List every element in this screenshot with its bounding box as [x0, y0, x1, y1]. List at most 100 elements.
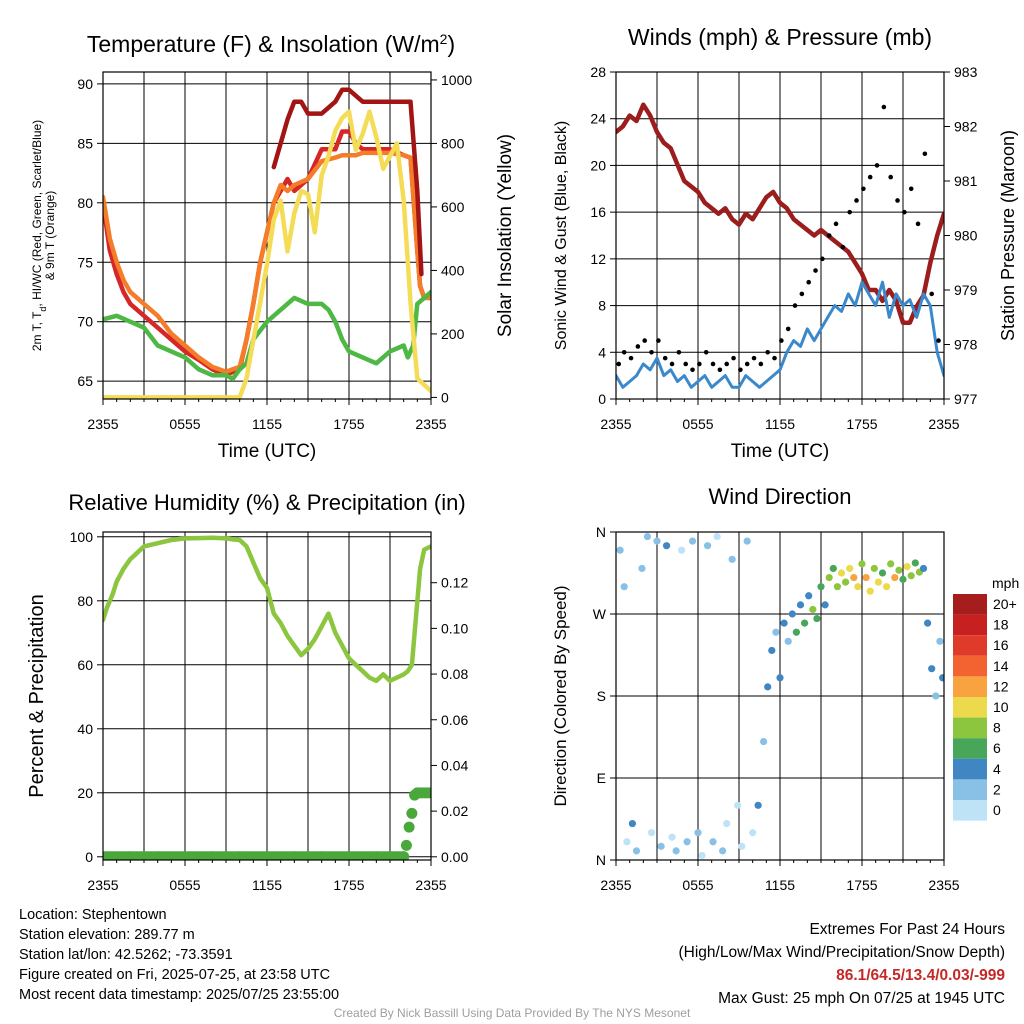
plot-area	[616, 102, 944, 389]
station-latlon: Station lat/lon: 42.5262; -73.3591	[19, 947, 233, 963]
data-point-gust	[683, 361, 688, 367]
y-label-sub: d	[38, 307, 48, 312]
data-point-gust	[895, 198, 900, 203]
legend-label: 0	[993, 802, 1001, 818]
direction-point	[862, 573, 870, 582]
x-tick-label: 2355	[87, 416, 118, 432]
data-point-gust	[799, 291, 805, 297]
y2-axis-label-insolation: Solar Insolation (Yellow)	[495, 134, 516, 337]
data-point-gust	[765, 349, 770, 355]
y-tick-label: 0	[85, 849, 93, 865]
legend-label: 16	[993, 637, 1009, 653]
y2-tick-label: 200	[441, 326, 465, 342]
chart-panel-0: 65 70 75 80 85 90 0 200 400 600 800 1000 2355 0555 115…	[77, 31, 472, 462]
data-point-gust	[697, 361, 702, 367]
chart-title-main: Temperature (F) & Insolation (W/m	[87, 31, 440, 57]
direction-point	[694, 829, 702, 837]
x-axis-label: Time (UTC)	[218, 441, 317, 462]
data-point-gust	[703, 349, 709, 355]
direction-point	[776, 674, 784, 682]
direction-point	[678, 546, 686, 554]
data-point-gust	[635, 344, 641, 349]
y-tick-label: 75	[77, 254, 93, 270]
legend-swatch	[953, 697, 987, 718]
data-point-gust	[779, 338, 784, 343]
plot-frame	[102, 531, 432, 861]
direction-point	[657, 842, 665, 850]
direction-point	[939, 674, 944, 682]
direction-point	[928, 665, 936, 673]
station-info: Location: Stephentown Station elevation:…	[19, 905, 339, 1005]
data-point-gust	[806, 279, 811, 285]
direction-point	[643, 532, 652, 541]
direction-point	[668, 833, 676, 841]
data-point-gust	[854, 198, 859, 203]
data-point-gust	[881, 104, 887, 110]
legend-swatch	[953, 635, 987, 656]
x-tick-label: 0555	[682, 416, 713, 432]
y-tick-label: 90	[77, 76, 93, 92]
direction-point	[850, 573, 858, 582]
legend-label: 12	[993, 678, 1009, 694]
direction-point	[638, 564, 646, 573]
direction-point	[870, 564, 878, 573]
data-point-gust	[649, 349, 654, 355]
direction-point	[854, 583, 862, 591]
data-point-gust	[840, 244, 846, 250]
chart-title: Temperature (F) & Insolation (W/m2)	[87, 31, 455, 57]
direction-point	[713, 532, 721, 541]
direction-point	[653, 537, 661, 545]
y2-tick-label: 0.12	[441, 575, 468, 591]
series-line-relative-humidity	[103, 535, 431, 684]
direction-point	[809, 605, 817, 614]
extremes-values: 86.1/64.5/13.4/0.03/-999	[836, 967, 1005, 984]
y-axis-label-direction: Direction (Colored By Speed)	[551, 585, 570, 806]
y-tick-label: 4	[598, 344, 606, 360]
legend-swatch	[953, 800, 987, 821]
chart-title: Winds (mph) & Pressure (mb)	[628, 24, 932, 50]
x-tick-label: 2355	[928, 416, 959, 432]
legend-swatch	[953, 594, 987, 615]
data-point-precipitation	[400, 839, 412, 851]
x-tick-label: 2355	[415, 877, 446, 893]
direction-point	[825, 573, 833, 582]
direction-point	[723, 819, 731, 828]
data-point-gust	[731, 355, 736, 361]
legend-swatch	[953, 676, 987, 697]
x-tick-label: 2355	[415, 416, 446, 432]
direction-point	[821, 601, 829, 609]
direction-point	[801, 619, 809, 627]
legend-swatch	[953, 655, 987, 677]
direction-point	[887, 560, 895, 568]
x-tick-label: 0555	[169, 416, 200, 432]
data-point-gust	[616, 361, 622, 367]
legend-label: 20+	[993, 596, 1017, 612]
direction-point	[924, 619, 932, 627]
direction-point	[792, 628, 801, 636]
plot-area	[103, 535, 431, 860]
x-tick-label: 2355	[600, 416, 631, 432]
data-point-gust	[772, 355, 777, 361]
direction-point	[768, 646, 776, 655]
y2-tick-label: 980	[954, 228, 978, 244]
plot-area	[616, 532, 944, 860]
direction-point	[907, 572, 915, 580]
legend-swatch	[953, 738, 987, 759]
data-point-gust	[867, 174, 873, 180]
x-tick-label: 0555	[682, 877, 713, 893]
direction-point	[805, 592, 813, 600]
legend-swatch	[953, 614, 987, 636]
data-point-gust	[758, 361, 764, 367]
data-point-gust	[676, 349, 682, 355]
direction-point	[829, 564, 837, 573]
direction-point	[817, 583, 825, 591]
y-tick-label: 100	[70, 529, 94, 545]
direction-point	[647, 829, 656, 837]
plot-area	[103, 87, 431, 399]
data-point-gust	[847, 209, 852, 215]
chart-title-end: )	[447, 31, 455, 57]
y-tick-label: 24	[590, 111, 606, 127]
y-tick-label: E	[597, 770, 606, 786]
chart-panel-3: N E S W N 2355 0555 1155 1755 2355 Wind Direction	[593, 484, 960, 893]
y-tick-label: 28	[590, 64, 606, 80]
